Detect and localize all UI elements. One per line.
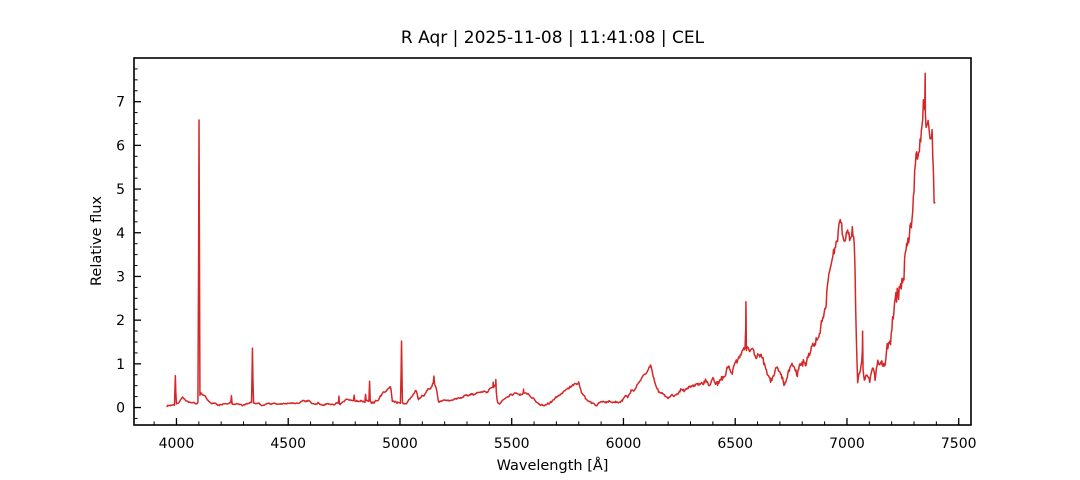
x-axis-label: Wavelength [Å]	[496, 458, 609, 474]
svg-text:6000: 6000	[606, 436, 642, 452]
svg-text:4000: 4000	[159, 436, 195, 452]
svg-text:5500: 5500	[494, 436, 530, 452]
svg-text:6: 6	[116, 138, 125, 154]
spectrum-line	[166, 72, 936, 408]
svg-text:2: 2	[116, 313, 125, 329]
y-axis-label: Relative flux	[89, 196, 105, 286]
svg-text:4500: 4500	[270, 436, 306, 452]
svg-text:0: 0	[116, 401, 125, 417]
svg-text:5000: 5000	[382, 436, 418, 452]
axis-tick-labels: 4000 4500 5000 5500 6000 6500 7000 7500 0 1 2 3 4 5 6 7	[116, 95, 976, 452]
plot-frame	[133, 57, 972, 426]
svg-text:6500: 6500	[717, 436, 753, 452]
svg-text:7000: 7000	[829, 436, 865, 452]
chart-title: R Aqr | 2025-11-08 | 11:41:08 | CEL	[400, 28, 705, 48]
svg-text:1: 1	[116, 357, 125, 373]
svg-text:5: 5	[116, 182, 125, 198]
svg-text:3: 3	[116, 269, 125, 285]
svg-text:7500: 7500	[941, 436, 977, 452]
svg-text:4: 4	[116, 226, 125, 242]
svg-text:7: 7	[116, 95, 125, 111]
